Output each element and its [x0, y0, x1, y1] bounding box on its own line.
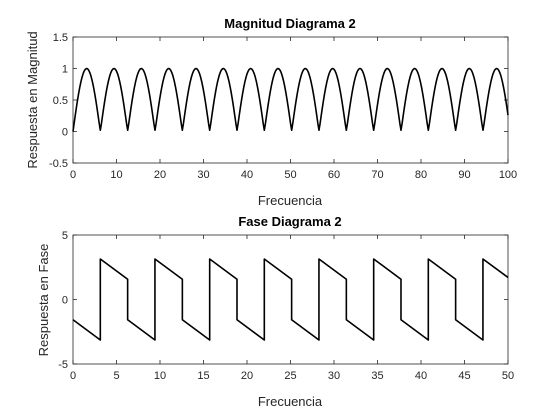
phase-y-tick-label: 0: [62, 295, 68, 307]
magnitude-y-tick-label: 1.5: [53, 32, 68, 44]
phase-title: Fase Diagrama 2: [238, 214, 341, 229]
phase-y-tick-label: 5: [62, 230, 68, 242]
magnitude-x-tick-label: 90: [458, 169, 470, 181]
magnitude-series-line: [72, 67, 509, 132]
magnitude-x-tick-label: 10: [110, 169, 122, 181]
magnitude-x-tick-label: 60: [328, 169, 340, 181]
magnitude-x-tick-label: 100: [499, 169, 517, 181]
phase-ticks: [72, 234, 509, 365]
phase-x-tick-label: 10: [154, 370, 166, 382]
magnitude-x-tick-label: 80: [415, 169, 427, 181]
magnitude-axes-box: [72, 36, 509, 164]
phase-x-tick-label: 15: [197, 370, 209, 382]
phase-x-tick-label: 40: [415, 370, 427, 382]
magnitude-ticks: [72, 36, 509, 164]
magnitude-y-tick-label: 0.5: [53, 95, 68, 107]
magnitude-x-tick-label: 50: [284, 169, 296, 181]
magnitude-tick-labels: 0 10 20 30 40 50 60 70 80 90 100-0.500.511.5: [49, 32, 517, 181]
magnitude-subplot: Magnitud Diagrama 2 0 10 20 30 40 50 60 70 80 90 1…: [25, 16, 517, 208]
magnitude-x-tick-label: 40: [241, 169, 253, 181]
magnitude-x-tick-label: 20: [154, 169, 166, 181]
magnitude-x-tick-label: 0: [70, 169, 76, 181]
magnitude-y-tick-label: 1: [62, 64, 68, 76]
phase-x-tick-label: 45: [458, 370, 470, 382]
phase-axes-box: [72, 234, 509, 365]
magnitude-y-tick-label: -0.5: [49, 158, 68, 170]
magnitude-x-axis-label: Frecuencia: [258, 193, 323, 208]
phase-x-tick-label: 0: [70, 370, 76, 382]
phase-y-tick-label: -5: [58, 359, 68, 371]
phase-x-tick-label: 50: [502, 370, 514, 382]
magnitude-y-axis-label: Respuesta en Magnitud: [25, 31, 40, 168]
magnitude-x-tick-label: 30: [197, 169, 209, 181]
magnitude-x-tick-label: 70: [371, 169, 383, 181]
magnitude-title: Magnitud Diagrama 2: [224, 16, 355, 31]
phase-x-tick-label: 25: [284, 370, 296, 382]
magnitude-y-tick-label: 0: [62, 127, 68, 139]
phase-x-tick-label: 30: [328, 370, 340, 382]
phase-subplot: Fase Diagrama 2 0 5 10 15 20 25 30 35 40 45 50-505…: [36, 214, 514, 409]
phase-x-tick-label: 5: [113, 370, 119, 382]
phase-x-tick-label: 20: [241, 370, 253, 382]
phase-x-axis-label: Frecuencia: [258, 394, 323, 409]
phase-tick-labels: 0 5 10 15 20 25 30 35 40 45 50-505: [58, 230, 514, 382]
phase-series-line: [72, 258, 509, 341]
phase-y-axis-label: Respuesta en Fase: [36, 244, 51, 357]
phase-x-tick-label: 35: [371, 370, 383, 382]
